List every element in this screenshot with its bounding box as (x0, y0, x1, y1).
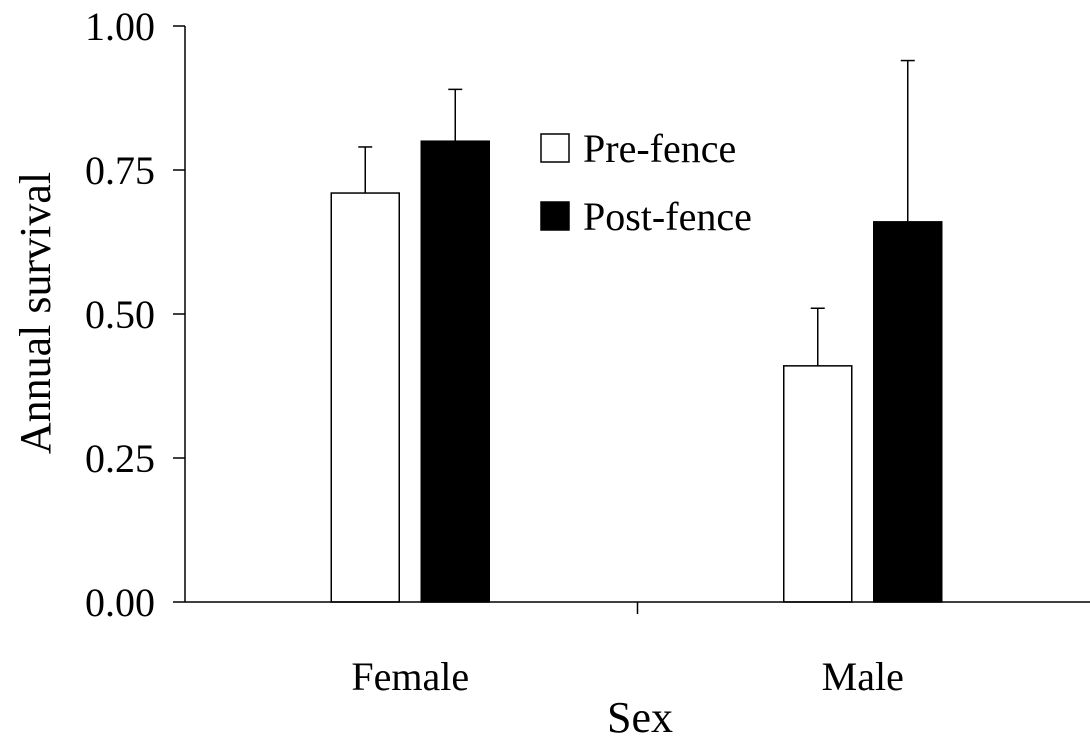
legend-swatch-post-fence (540, 201, 570, 231)
y-tick-label: 0.00 (85, 580, 155, 625)
bar-post-fence-male (873, 221, 943, 603)
legend-label-post-fence: Post-fence (583, 194, 752, 239)
y-tick-label: 0.50 (85, 292, 155, 337)
legend-swatch-pre-fence (540, 133, 570, 163)
y-tick-label: 0.75 (85, 148, 155, 193)
x-category-label: Female (351, 654, 469, 699)
bar-post-fence-female (420, 140, 490, 603)
bar-pre-fence-female (330, 192, 400, 603)
plot-area (330, 59, 943, 603)
legend: Pre-fence Post-fence (540, 126, 752, 239)
x-category-label: Male (822, 654, 904, 699)
legend-label-pre-fence: Pre-fence (583, 126, 736, 171)
bar-pre-fence-male (783, 365, 853, 603)
y-tick-label: 0.25 (85, 436, 155, 481)
y-axis-title: Annual survival (11, 172, 60, 454)
y-tick-label: 1.00 (85, 4, 155, 49)
y-axis: 0.00 0.25 0.50 0.75 1.00 (85, 4, 186, 625)
x-axis: Female Male (185, 601, 1090, 699)
x-axis-title: Sex (607, 693, 673, 742)
